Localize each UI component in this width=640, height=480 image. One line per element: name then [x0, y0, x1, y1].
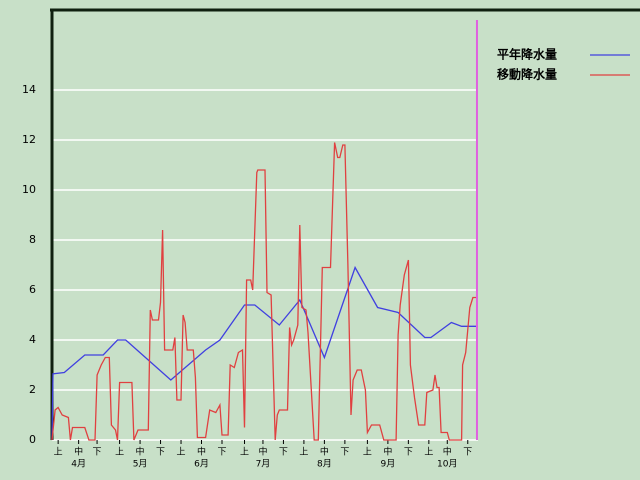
- x-tick-label: 中: [258, 446, 267, 458]
- y-tick-label: 0: [29, 433, 36, 446]
- x-tick-label: 下: [93, 448, 102, 458]
- x-tick-label: 上: [424, 447, 433, 458]
- y-tick-label: 10: [22, 183, 36, 196]
- x-tick-label: 上: [177, 447, 186, 458]
- y-tick-label: 12: [22, 133, 36, 146]
- month-label: 6月: [194, 459, 209, 470]
- month-label: 9月: [381, 459, 396, 470]
- x-tick-label: 中: [136, 446, 145, 458]
- x-tick-label: 上: [363, 447, 372, 458]
- x-tick-label: 中: [320, 446, 329, 458]
- y-tick-label: 2: [29, 383, 36, 396]
- y-tick-label: 8: [29, 233, 36, 246]
- x-tick-label: 下: [463, 448, 472, 458]
- series-line: [51, 265, 478, 441]
- x-tick-label: 下: [404, 448, 413, 458]
- month-label: 10月: [437, 459, 457, 470]
- x-tick-label: 下: [156, 448, 165, 458]
- month-label: 5月: [133, 459, 148, 470]
- x-tick-label: 中: [443, 446, 452, 458]
- x-tick-label: 下: [217, 448, 226, 458]
- x-tick-label: 中: [197, 446, 206, 458]
- y-tick-label: 4: [29, 333, 36, 346]
- month-label: 8月: [317, 459, 332, 470]
- y-tick-label: 6: [29, 283, 36, 296]
- x-tick-label: 中: [383, 446, 392, 458]
- x-tick-label: 中: [74, 446, 83, 458]
- x-tick-label: 下: [340, 448, 349, 458]
- legend-label: 移動降水量: [497, 67, 557, 82]
- x-tick-label: 上: [54, 447, 63, 458]
- x-tick-label: 上: [115, 447, 124, 458]
- x-tick-label: 上: [299, 447, 308, 458]
- legend-label: 平年降水量: [497, 47, 557, 62]
- y-tick-label: 14: [22, 83, 36, 96]
- series-line: [51, 142, 476, 441]
- month-label: 7月: [256, 459, 271, 470]
- x-tick-label: 下: [279, 448, 288, 458]
- x-tick-label: 上: [240, 447, 249, 458]
- month-label: 4月: [71, 459, 86, 470]
